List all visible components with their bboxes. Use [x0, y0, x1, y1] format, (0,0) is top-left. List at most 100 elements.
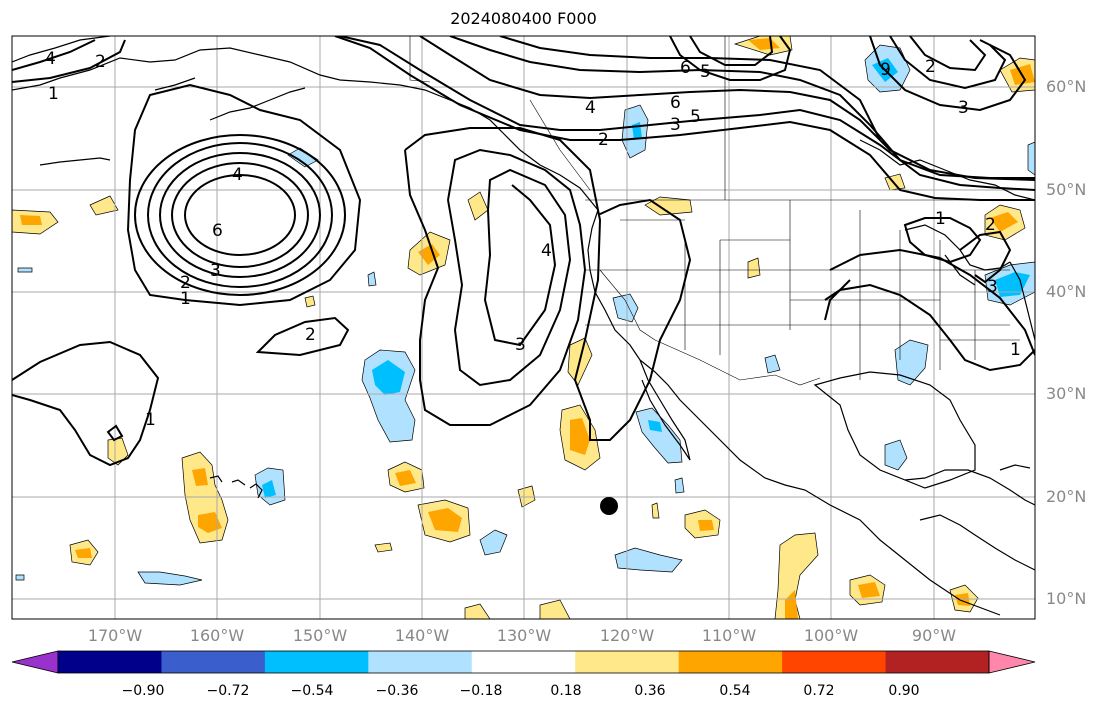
- pos-patch: [539, 599, 571, 619]
- colorbar-tick-label: −0.54: [290, 683, 334, 699]
- neg-patch: [894, 339, 929, 386]
- colorbar-segment: [471, 651, 576, 673]
- storm-center-marker: [600, 497, 618, 515]
- colorbar-segment: [161, 651, 266, 673]
- neg-core: [648, 420, 662, 432]
- contour-label: 9: [880, 60, 891, 80]
- contour-label: 1: [935, 209, 946, 229]
- pos-patch: [644, 196, 693, 216]
- colorbar-tick-label: 0.36: [634, 683, 666, 699]
- shaded-fields: [12, 36, 1035, 619]
- pos-core: [428, 508, 462, 532]
- neg-patch: [884, 439, 908, 471]
- pos-core: [570, 418, 590, 455]
- contour-label: 2: [95, 52, 106, 72]
- contour-label: 3: [210, 261, 221, 281]
- colorbar: [11, 650, 1036, 674]
- contour-label-group: 1 2 4 2 3 4 6 1 2 3 4 1 4 6 5 3 2 6 5 9 …: [45, 49, 1021, 430]
- pos-core: [192, 468, 208, 486]
- neg-patch: [287, 147, 319, 168]
- lon-label: 130°W: [496, 626, 552, 645]
- political-borders: [409, 36, 1020, 386]
- contour-label: 4: [45, 49, 56, 69]
- colorbar-tick-label: 0.72: [803, 683, 835, 699]
- pos-core: [395, 470, 416, 486]
- neg-core: [995, 272, 1030, 297]
- lat-label: 30°N: [1046, 384, 1087, 403]
- pos-core: [990, 212, 1018, 232]
- pos-patch: [774, 532, 819, 619]
- contour-label: 1: [48, 84, 59, 104]
- lon-label: 160°W: [189, 626, 245, 645]
- contour-label: 2: [985, 215, 996, 235]
- lat-label: 10°N: [1046, 589, 1087, 608]
- pos-core: [698, 520, 714, 531]
- contour-label: 6: [212, 221, 223, 241]
- pos-core: [418, 244, 440, 265]
- colorbar-segment: [264, 651, 369, 673]
- map-title: 2024080400 F000: [450, 9, 597, 28]
- lat-label: 50°N: [1046, 180, 1087, 199]
- lat-label: 40°N: [1046, 282, 1087, 301]
- contour-label: 2: [925, 57, 936, 77]
- pos-patch: [651, 502, 660, 519]
- contour-label: 4: [232, 165, 243, 185]
- lon-label: 110°W: [701, 626, 757, 645]
- neg-patch: [15, 574, 25, 581]
- colorbar-frame: [57, 650, 990, 674]
- colorbar-tick-label: 0.90: [888, 683, 920, 699]
- pos-core: [20, 215, 42, 225]
- lon-label: 100°W: [803, 626, 859, 645]
- contour-label: 2: [598, 130, 609, 150]
- colorbar-tick-label: −0.18: [459, 683, 503, 699]
- colorbar-tick-label: −0.90: [121, 683, 165, 699]
- contour-label: 6: [670, 93, 681, 113]
- neg-patch: [612, 293, 639, 323]
- lon-label: 120°W: [599, 626, 655, 645]
- contour-label: 1: [180, 289, 191, 309]
- colorbar-segment: [58, 651, 162, 673]
- contour-label: 4: [541, 241, 552, 261]
- contour-label: 5: [700, 62, 711, 82]
- neg-patch: [1027, 141, 1035, 176]
- contour-label: 1: [1010, 340, 1021, 360]
- colorbar-extend-max: [988, 650, 1036, 674]
- pos-patch: [464, 603, 491, 619]
- contour-label: 3: [958, 98, 969, 118]
- pos-patch: [304, 295, 316, 308]
- contour-label: 3: [515, 335, 526, 355]
- colorbar-segment: [575, 651, 680, 673]
- neg-patch: [137, 571, 203, 586]
- neg-core: [372, 360, 405, 395]
- pos-core: [75, 548, 92, 558]
- neg-core: [262, 480, 276, 498]
- pos-patch: [89, 195, 119, 216]
- contour-lines: [12, 36, 1035, 467]
- contour-label: 1: [145, 410, 156, 430]
- colorbar-extend-min: [11, 650, 59, 674]
- lon-label: 90°W: [911, 626, 957, 645]
- colorbar-tick-label: 0.18: [550, 683, 582, 699]
- contour-label: 2: [180, 273, 191, 293]
- colorbar-segment: [368, 651, 473, 673]
- contour-label: 6: [680, 58, 691, 78]
- lat-label: 60°N: [1046, 77, 1087, 96]
- colorbar-tick-label: −0.72: [206, 683, 250, 699]
- pos-patch: [374, 542, 393, 553]
- colorbar-segment: [678, 651, 783, 673]
- lon-label: 170°W: [87, 626, 143, 645]
- pos-core: [858, 582, 880, 598]
- contour-label: 2: [305, 325, 316, 345]
- colorbar-segment: [782, 651, 887, 673]
- neg-patch: [367, 271, 377, 287]
- neg-patch: [17, 267, 33, 273]
- pos-patch: [467, 191, 489, 221]
- neg-patch: [635, 407, 683, 464]
- contour-label: 4: [585, 98, 596, 118]
- colorbar-tick-label: −0.36: [375, 683, 419, 699]
- neg-patch: [479, 529, 508, 556]
- pos-core: [198, 512, 222, 533]
- neg-patch: [614, 547, 683, 573]
- pos-core: [785, 590, 798, 619]
